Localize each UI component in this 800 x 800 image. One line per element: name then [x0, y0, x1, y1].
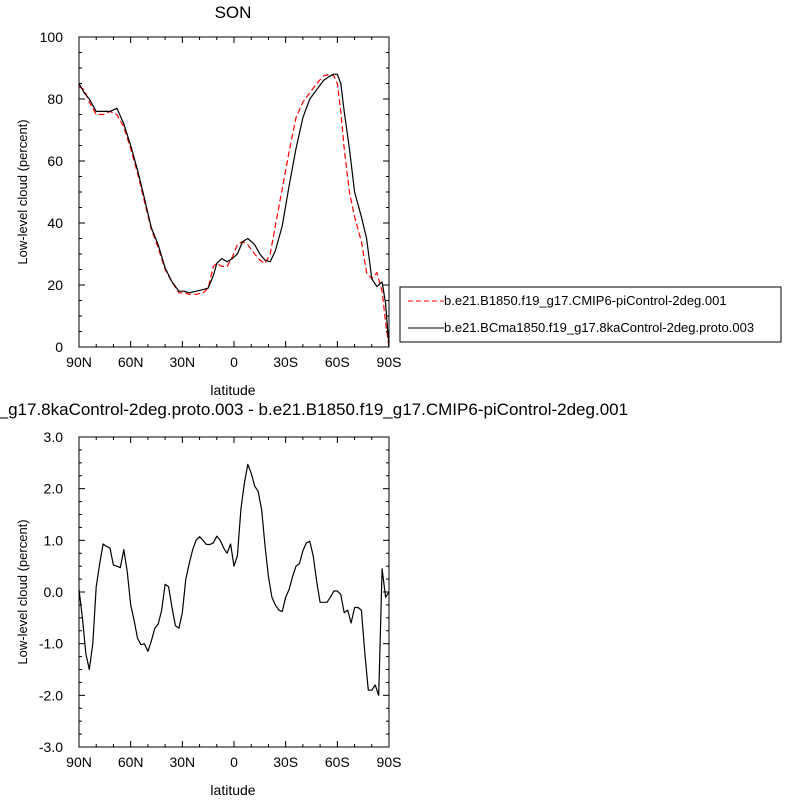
y-tick-label: -1.0 [39, 636, 63, 652]
x-tick-label: 90S [377, 354, 402, 370]
x-tick-label: 60S [325, 354, 350, 370]
x-tick-label: 30N [169, 354, 195, 370]
top-chart: SON 90N 60N 30N 0 30S 60S 90S 0 20 40 60 80 100 Low-… [15, 3, 782, 398]
y-tick-label: 60 [47, 153, 63, 169]
legend-entry-8kacontrol: b.e21.BCma1850.f19_g17.8kaControl-2deg.p… [444, 320, 754, 335]
y-tick-label: 0 [55, 339, 63, 355]
x-tick-label: 90S [377, 754, 402, 770]
x-tick-label: 60N [118, 754, 144, 770]
chart-series [78, 73, 390, 348]
x-tick-label: 30S [273, 354, 298, 370]
series-line-0 [78, 463, 390, 696]
x-tick-label: 90N [66, 354, 92, 370]
difference-chart-title: b.e21.BCma1850.f19_g17.8kaControl-2deg.p… [0, 400, 628, 419]
y-tick-label: 20 [47, 277, 63, 293]
y-tick-label: 2.0 [44, 481, 64, 497]
y-tick-label: -2.0 [39, 687, 63, 703]
plot-frame [78, 436, 390, 748]
x-axis-label: latitude [210, 782, 255, 798]
y-tick-label: -3.0 [39, 739, 63, 755]
chart-ticks: 90N 60N 30N 0 30S 60S 90S -3.0 -2.0 -1.0 0.0 1.0 2.0… [39, 429, 402, 770]
chart-legend: b.e21.B1850.f19_g17.CMIP6-piControl-2deg… [399, 286, 782, 343]
x-tick-label: 60S [325, 754, 350, 770]
x-tick-label: 30S [273, 754, 298, 770]
chart-series [78, 463, 390, 696]
y-tick-label: 1.0 [44, 532, 64, 548]
y-axis-label: Low-level cloud (percent) [15, 519, 30, 664]
x-tick-label: 0 [230, 754, 238, 770]
y-tick-label: 0.0 [44, 584, 64, 600]
y-axis-label: Low-level cloud (percent) [15, 119, 30, 264]
y-tick-label: 3.0 [44, 429, 64, 445]
y-tick-label: 40 [47, 215, 63, 231]
x-tick-label: 60N [118, 354, 144, 370]
x-tick-label: 0 [230, 354, 238, 370]
legend-box [399, 286, 782, 343]
legend-entry-picontrol: b.e21.B1850.f19_g17.CMIP6-piControl-2deg… [444, 293, 727, 308]
x-axis-label: latitude [210, 382, 255, 398]
x-tick-label: 90N [66, 754, 92, 770]
y-tick-label: 80 [47, 91, 63, 107]
chart-ticks: 90N 60N 30N 0 30S 60S 90S 0 20 40 60 80 100 [40, 29, 402, 370]
plot-frame [78, 36, 390, 348]
series-line-0 [78, 73, 390, 348]
chart-title: SON [215, 3, 252, 22]
bottom-chart: b.e21.BCma1850.f19_g17.8kaControl-2deg.p… [0, 400, 628, 798]
y-tick-label: 100 [40, 29, 64, 45]
x-tick-label: 30N [169, 754, 195, 770]
series-line-1 [78, 73, 390, 348]
